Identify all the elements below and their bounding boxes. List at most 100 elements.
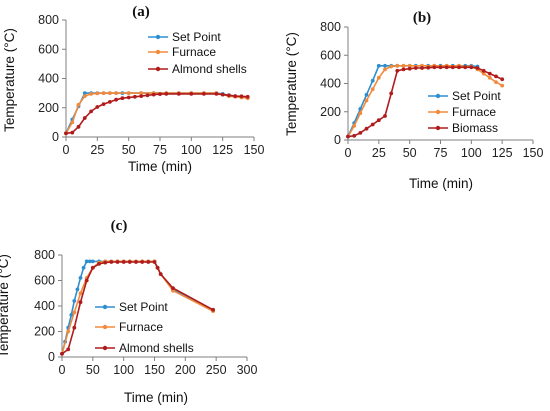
data-point: [81, 265, 86, 270]
data-point: [66, 347, 71, 352]
data-point: [70, 120, 75, 125]
data-point: [245, 94, 250, 99]
x-tick-label: 0: [63, 143, 70, 157]
data-point: [115, 260, 120, 264]
x-tick-label: 100: [113, 363, 134, 377]
legend-label-furnace: Furnace: [119, 320, 163, 334]
data-point: [151, 92, 156, 97]
y-tick-label: 200: [320, 105, 341, 119]
data-point: [72, 325, 77, 330]
legend-label-set-point: Set Point: [119, 300, 168, 314]
data-point: [463, 65, 468, 70]
data-point: [413, 66, 418, 70]
data-point: [90, 265, 95, 270]
data-point: [76, 102, 81, 107]
data-point: [239, 94, 244, 99]
data-point: [202, 92, 206, 96]
series-line-set-point: [65, 92, 248, 134]
legend-label-set-point: Set Point: [172, 30, 221, 44]
data-point: [475, 66, 480, 70]
legend-marker-furnace: [102, 324, 108, 330]
data-point: [494, 80, 498, 84]
panel-label: (b): [413, 10, 431, 26]
data-point: [500, 83, 505, 88]
data-point: [432, 65, 437, 70]
data-point: [383, 114, 387, 118]
x-tick-label: 150: [144, 363, 165, 377]
data-point: [70, 130, 75, 135]
legend-label-sample: Almond shells: [172, 62, 247, 76]
x-tick-label: 25: [90, 143, 104, 157]
data-point: [469, 65, 474, 70]
data-point: [364, 98, 369, 103]
x-tick-label: 0: [59, 363, 66, 377]
data-point: [146, 260, 151, 264]
data-point: [220, 92, 225, 97]
data-point: [60, 351, 64, 356]
data-point: [426, 65, 431, 70]
data-point: [176, 92, 181, 96]
data-point: [171, 288, 175, 293]
legend-marker-set-point: [102, 304, 108, 310]
data-point: [376, 118, 381, 123]
y-tick-label: 600: [38, 42, 59, 56]
data-point: [90, 259, 95, 264]
y-tick-label: 0: [48, 350, 55, 364]
data-point: [352, 124, 357, 128]
y-tick-label: 200: [34, 325, 55, 339]
y-tick-label: 0: [52, 130, 59, 144]
y-axis-label: Temperature (°C): [284, 32, 299, 136]
data-point: [370, 78, 375, 83]
data-point: [95, 105, 100, 109]
data-point: [352, 133, 357, 138]
y-tick-label: 800: [38, 13, 59, 27]
y-tick-label: 0: [334, 133, 341, 147]
x-tick-label: 50: [86, 363, 100, 377]
data-point: [126, 91, 131, 95]
x-tick-label: 100: [181, 143, 202, 157]
data-point: [376, 63, 381, 68]
data-point: [84, 259, 89, 264]
legend-marker-sample: [435, 125, 441, 131]
data-point: [84, 278, 89, 283]
data-point: [500, 77, 505, 82]
data-point: [76, 124, 81, 129]
data-point: [89, 109, 93, 114]
y-tick-label: 600: [34, 274, 55, 288]
data-point: [444, 65, 449, 70]
data-point: [103, 260, 108, 265]
data-point: [78, 276, 83, 280]
x-tick-label: 150: [523, 146, 544, 160]
data-point: [383, 67, 387, 72]
data-point: [395, 68, 400, 73]
data-point: [139, 94, 144, 98]
series-furnace: [346, 63, 505, 139]
x-axis-label: Time (min): [124, 390, 188, 405]
x-tick-label: 0: [345, 146, 352, 160]
legend-label-furnace: Furnace: [172, 45, 216, 59]
data-point: [101, 102, 106, 106]
data-point: [155, 265, 160, 270]
data-point: [358, 131, 363, 135]
x-tick-label: 125: [492, 146, 513, 160]
data-point: [364, 126, 369, 131]
series-sample: [60, 260, 216, 356]
y-tick-label: 400: [34, 299, 55, 313]
data-point: [126, 95, 131, 100]
data-point: [64, 131, 68, 136]
x-tick-label: 150: [244, 143, 265, 157]
data-point: [389, 64, 394, 69]
data-point: [87, 259, 92, 264]
data-point: [109, 260, 114, 264]
legend-marker-set-point: [155, 34, 161, 40]
data-point: [481, 71, 486, 76]
data-point: [395, 63, 400, 68]
data-point: [78, 300, 83, 305]
data-point: [120, 96, 125, 101]
y-axis-label: Temperature (°C): [0, 254, 11, 358]
legend-marker-furnace: [155, 49, 161, 55]
data-point: [164, 92, 169, 96]
series-set-point: [64, 91, 250, 136]
data-point: [101, 91, 106, 95]
